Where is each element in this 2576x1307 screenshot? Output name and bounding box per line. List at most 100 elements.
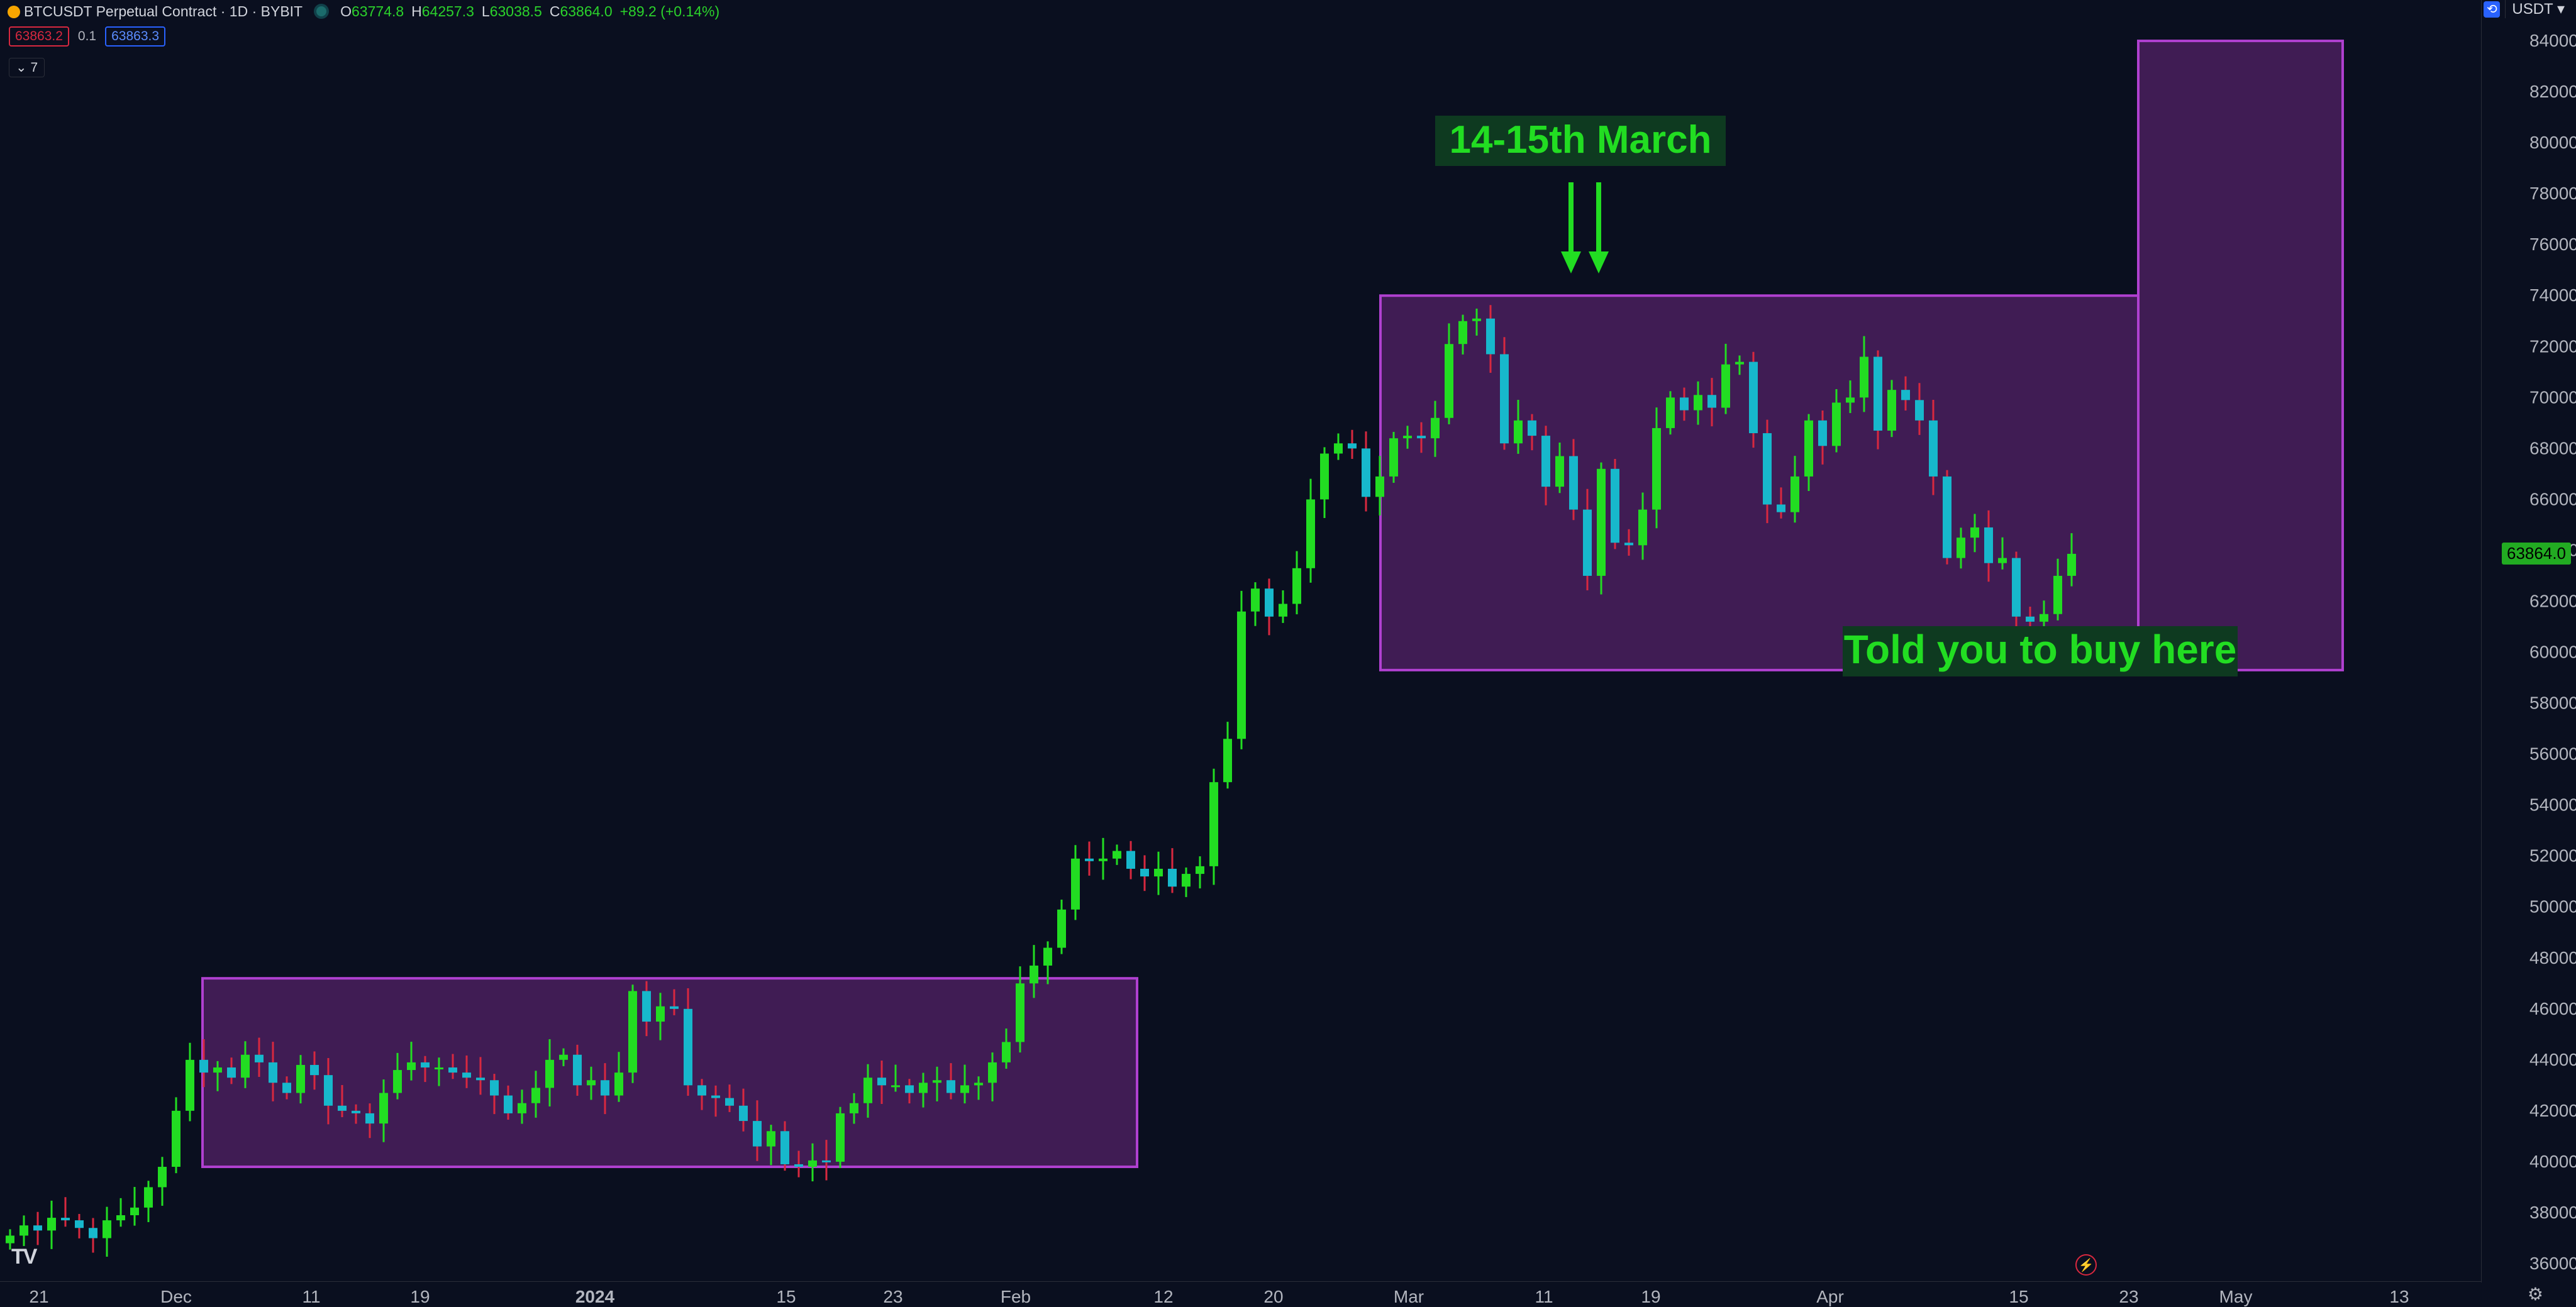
candle-body [863, 1078, 872, 1103]
time-axis-ticks: 21 Dec 11 19 2024 15 23 Feb 12 20 Mar 11 19 Apr 15 23 Ma… [29, 1287, 2409, 1306]
candle-body [89, 1228, 97, 1238]
candle-body [1957, 538, 1965, 558]
price-tick: 42000.0 [2529, 1101, 2576, 1120]
candle-body [974, 1083, 983, 1086]
close-value: 63864.0 [560, 3, 613, 19]
candle-body [2067, 553, 2076, 576]
symbol-header: BTCUSDT Perpetual Contract · 1D · BYBIT … [8, 0, 719, 23]
sell-price-button[interactable]: 63863.2 [9, 26, 69, 47]
tradingview-logo-icon[interactable]: TV [11, 1245, 37, 1269]
price-tick: 62000.0 [2529, 591, 2576, 610]
candle-body [1113, 851, 1121, 859]
symbol-block[interactable]: BTCUSDT Perpetual Contract · 1D · BYBIT [8, 3, 303, 20]
candle-body [531, 1088, 540, 1103]
change-value: +89.2 (+0.14%) [619, 3, 720, 19]
price-tick: 50000.0 [2529, 897, 2576, 917]
candle-body [1445, 344, 1453, 418]
indicators-count: 7 [30, 60, 38, 75]
candle-body [767, 1131, 775, 1147]
symbol-title: BTCUSDT Perpetual Contract · 1D · BYBIT [24, 3, 303, 19]
candle-body [158, 1167, 167, 1188]
candle-body [269, 1062, 277, 1083]
price-axis[interactable] [2481, 0, 2576, 1282]
candle-body [545, 1059, 554, 1088]
candle-body [241, 1054, 250, 1078]
candle-body [1694, 395, 1702, 411]
currency-selector[interactable]: USDT ▾ [2505, 0, 2571, 18]
time-axis[interactable] [0, 1281, 2482, 1307]
time-tick: 15 [2009, 1287, 2028, 1306]
candle-body [476, 1078, 485, 1081]
sync-icon[interactable]: ⟲ [2484, 1, 2501, 18]
price-tick: 84000.0 [2529, 31, 2576, 50]
candle-body [6, 1235, 14, 1244]
candle-body [1251, 588, 1260, 612]
candle-body [1998, 558, 2007, 563]
candle-body [1403, 436, 1412, 439]
candle-body [656, 1006, 665, 1022]
close-key: C [549, 3, 560, 19]
candle-body [1943, 476, 1951, 558]
candle-body [1804, 420, 1813, 477]
candle-body [822, 1160, 831, 1162]
price-tick: 38000.0 [2529, 1203, 2576, 1222]
candle-body [1043, 947, 1052, 966]
candle-body [933, 1080, 941, 1083]
candle-body [960, 1085, 969, 1093]
annotation-buy-here-bg [1843, 626, 2238, 676]
chevron-down-icon: ⌄ [16, 60, 31, 75]
candle-body [1362, 448, 1370, 497]
price-tick: 70000.0 [2529, 387, 2576, 407]
candle-body [1140, 868, 1149, 877]
candle-body [1196, 866, 1204, 874]
candle-body [725, 1098, 734, 1106]
candle-body [1790, 476, 1799, 512]
buy-price-button[interactable]: 63863.3 [105, 26, 166, 47]
candle-body [1624, 543, 1633, 546]
settings-icon[interactable]: ⚙ [2527, 1284, 2543, 1304]
candle-body [1749, 361, 1758, 434]
candle-body [2026, 616, 2035, 622]
time-tick: 23 [2119, 1287, 2138, 1306]
candle-body [1970, 527, 1979, 538]
candle-body [794, 1164, 803, 1167]
candle-body [1887, 390, 1896, 431]
price-tick: 56000.0 [2529, 744, 2576, 764]
candle-body [1915, 400, 1924, 421]
candle-body [1320, 453, 1329, 500]
candle-body [573, 1054, 582, 1086]
annotation-buy-here: Told you to buy here [1844, 627, 2237, 672]
candle-body [144, 1187, 153, 1208]
candle-body [1030, 965, 1038, 984]
candle-body [75, 1220, 84, 1228]
candle-body [2012, 558, 2021, 617]
spread-value: 0.1 [77, 29, 97, 43]
candle-body [739, 1105, 748, 1122]
low-value: 63038.5 [489, 3, 542, 19]
candle-body [1071, 858, 1080, 910]
arrow-down-icon [1589, 182, 1609, 273]
high-value: 64257.3 [421, 3, 474, 19]
candle-body [919, 1083, 928, 1093]
price-tick: 72000.0 [2529, 336, 2576, 356]
candle-body [1528, 420, 1536, 436]
candle-body [1279, 604, 1287, 617]
candle-body [1818, 420, 1827, 446]
candle-body [1431, 417, 1440, 439]
price-tick: 66000.0 [2529, 489, 2576, 509]
indicators-toggle[interactable]: ⌄ 7 [9, 58, 45, 77]
open-key: O [340, 3, 352, 19]
candle-body [850, 1103, 858, 1113]
candle-body [601, 1080, 609, 1096]
candle-body [296, 1064, 305, 1093]
target-box [2137, 40, 2344, 671]
candle-body [780, 1131, 789, 1164]
candle-body [255, 1054, 264, 1062]
time-tick: 12 [1153, 1287, 1173, 1306]
candle-body [227, 1067, 236, 1078]
candle-body [213, 1067, 222, 1073]
candle-body [1417, 436, 1426, 439]
lightning-icon[interactable]: ⚡ [2075, 1254, 2097, 1276]
current-price-label: 63864.0 [2502, 542, 2571, 565]
